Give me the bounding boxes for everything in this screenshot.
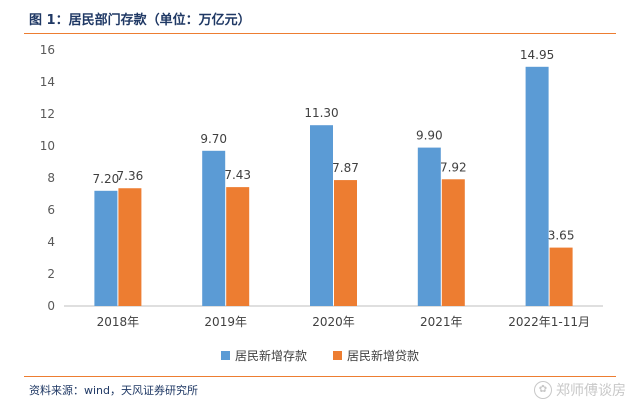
bar-chart: 0 2 4 6 8 10 12 14 16 2018年 7.207.36 2019年 9.70 7.43 2… [40, 43, 603, 329]
data-label-deposits: 9.70 [200, 132, 227, 146]
watermark-logo-icon: ✿ [534, 381, 552, 399]
y-tick-label: 4 [47, 235, 55, 249]
title-divider [24, 33, 616, 34]
bar-deposits [525, 66, 549, 306]
y-tick-label: 0 [47, 299, 55, 313]
legend: 居民新增存款 居民新增贷款 [0, 345, 640, 365]
x-tick-label: 2020年 [312, 315, 355, 329]
data-label-loans: 7.43 [224, 168, 251, 182]
data-label-deposits: 14.95 [520, 48, 554, 62]
y-tick-label: 14 [40, 75, 55, 89]
footer-divider [24, 376, 616, 377]
x-tick-label: 2019年 [204, 315, 247, 329]
y-tick-label: 16 [40, 43, 55, 57]
data-label-loans: 7.36 [117, 169, 144, 183]
legend-label-loans: 居民新增贷款 [347, 348, 420, 363]
x-tick-label: 2021年 [420, 315, 463, 329]
data-label-deposits: 11.30 [304, 106, 338, 120]
legend-item-loans: 居民新增贷款 [333, 347, 419, 364]
y-tick-label: 10 [40, 139, 55, 153]
x-tick-label: 2018年 [97, 315, 140, 329]
source-note: 资料来源：wind，天风证券研究所 [29, 384, 199, 397]
bar-loans [334, 180, 357, 306]
bar-loans [441, 179, 465, 306]
bar-loans [549, 247, 573, 306]
y-tick-label: 2 [47, 267, 55, 281]
data-label-deposits: 9.90 [416, 129, 443, 143]
bar-loans [118, 188, 142, 306]
watermark: ✿ 郑师傅谈房 [534, 380, 626, 400]
watermark-text: 郑师傅谈房 [556, 383, 626, 399]
bar-deposits [94, 190, 118, 306]
bar-deposits [310, 125, 333, 306]
legend-label-deposits: 居民新增存款 [234, 348, 307, 363]
data-label-deposits: 7.20 [93, 172, 120, 186]
bar-deposits [417, 147, 441, 306]
chart-title: 图 1：居民部门存款（单位：万亿元） [29, 13, 251, 28]
legend-swatch-loans [333, 350, 342, 360]
legend-item-deposits: 居民新增存款 [220, 347, 307, 364]
x-tick-label: 2022年1-11月 [508, 315, 590, 329]
y-tick-label: 6 [47, 203, 55, 217]
data-label-loans: 3.65 [548, 229, 575, 243]
data-label-loans: 7.87 [332, 161, 359, 175]
y-tick-label: 12 [40, 107, 55, 121]
bar-loans [226, 187, 250, 306]
bar-deposits [202, 150, 226, 306]
data-label-loans: 7.92 [440, 160, 467, 174]
y-tick-label: 8 [47, 171, 55, 185]
legend-swatch-deposits [220, 350, 230, 360]
